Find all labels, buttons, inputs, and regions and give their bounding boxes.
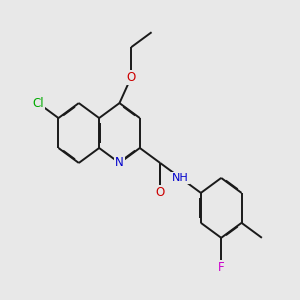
Text: F: F <box>218 261 224 274</box>
Text: O: O <box>127 70 136 84</box>
Text: Cl: Cl <box>32 97 44 110</box>
Text: O: O <box>155 186 165 200</box>
Text: NH: NH <box>172 173 189 183</box>
Text: N: N <box>115 157 124 169</box>
